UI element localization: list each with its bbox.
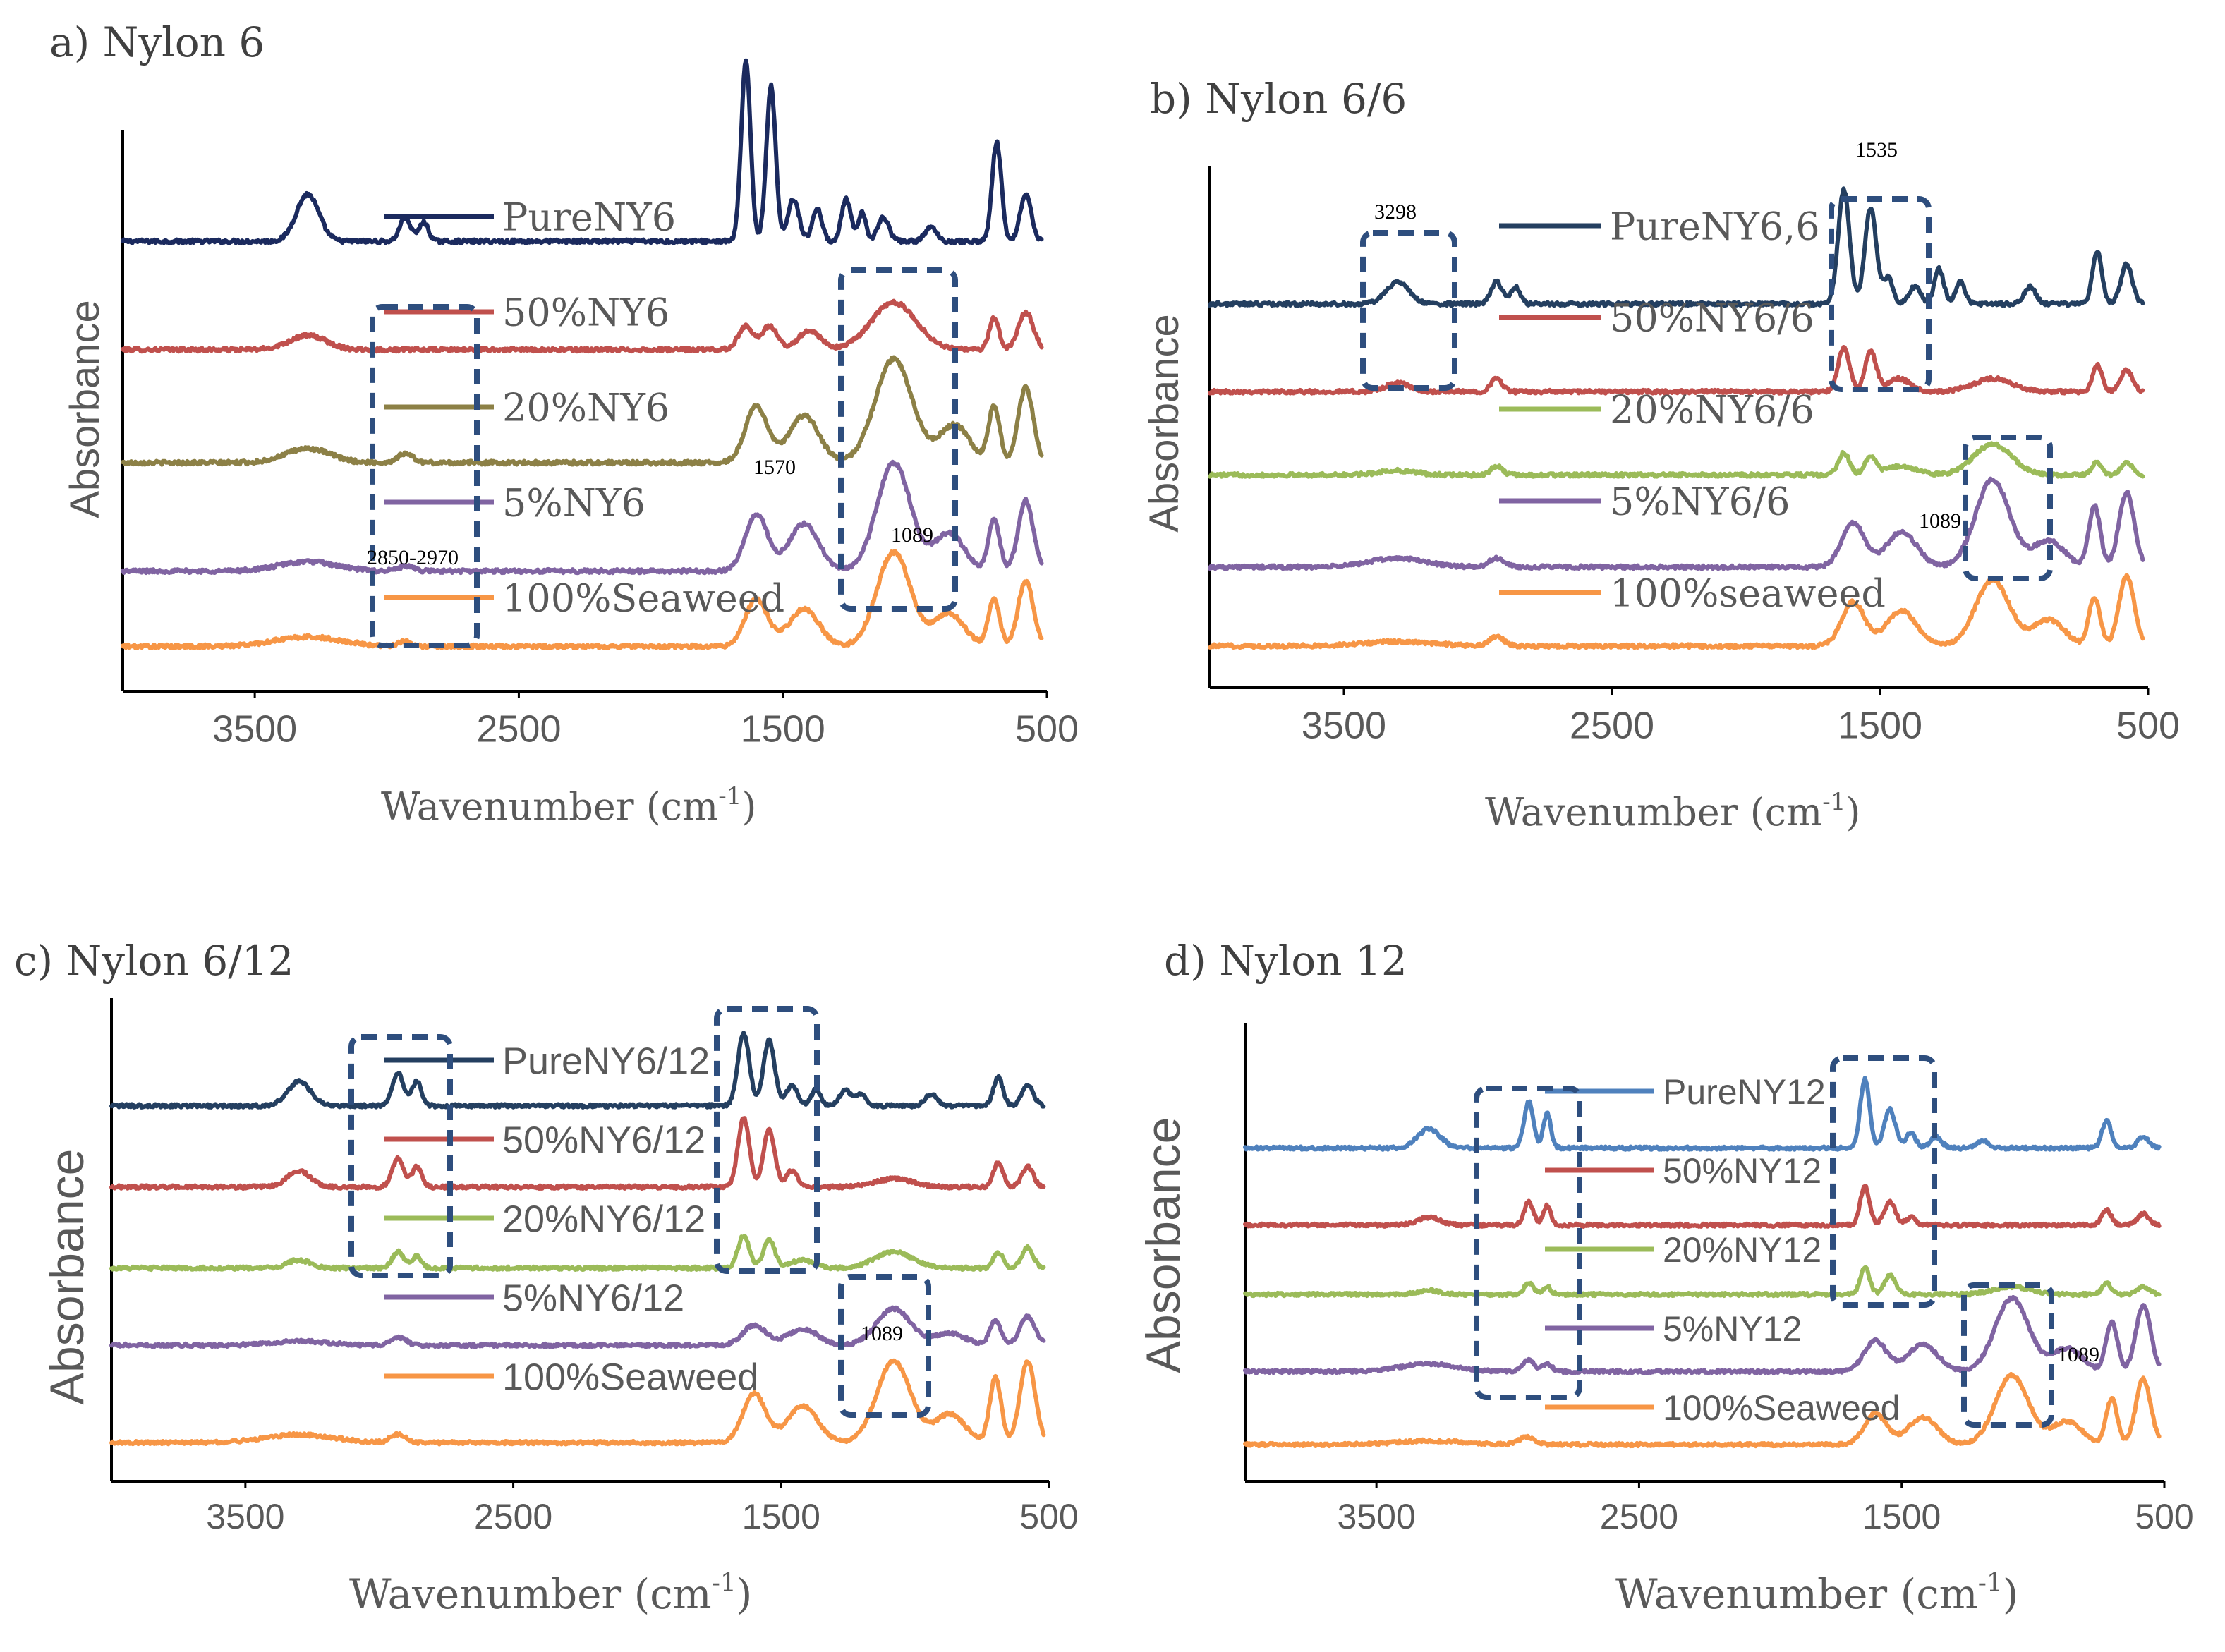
panel-d-highlight-1570 — [1830, 1055, 1937, 1308]
series-pureny12 — [1243, 1076, 2162, 1152]
panel-d-plot: 3500 2500 1500 500 PureNY12 50%NY12 20%NY12 5%N… — [1243, 1023, 2194, 1536]
legend-label: 20%NY6/6 — [1610, 387, 1814, 432]
panel-d-highlight-1089 — [1961, 1282, 2054, 1428]
legend-label: 20%NY6/12 — [502, 1198, 705, 1240]
panel-a-annot-1570: 1570 — [753, 456, 796, 479]
panel-c: c) Nylon 6/12 Absorbance 3500 2500 1500 500… — [14, 937, 1079, 1618]
x-tick-label: 500 — [2135, 1497, 2193, 1536]
legend-label: PureNY6 — [502, 195, 676, 239]
panel-d-highlight-2850-2920 — [1474, 1086, 1582, 1400]
x-tick-label: 500 — [2116, 704, 2180, 746]
panel-b-title: b) Nylon 6/6 — [1150, 75, 1407, 123]
panel-c-xlabel: Wavenumber (cm-1) — [349, 1569, 752, 1618]
legend-label: PureNY12 — [1663, 1072, 1826, 1112]
panel-c-highlight-1089 — [838, 1274, 931, 1418]
panel-d-title: d) Nylon 12 — [1164, 937, 1407, 985]
series-50-ny6 — [121, 298, 1044, 354]
series-pureny6-12 — [109, 1031, 1046, 1110]
x-tick-label: 3500 — [212, 707, 297, 750]
panel-a-plot: 3500 2500 1500 500 PureNY6 50%NY6 20%NY6 5%NY6 1… — [121, 58, 1079, 750]
panel-b: b) Nylon 6/6 Absorbance 3500 2500 1500 500 P… — [1141, 75, 2180, 834]
legend-label: 100%seaweed — [1610, 571, 1886, 615]
legend-label: 50%NY6/6 — [1610, 296, 1814, 340]
panel-d: d) Nylon 12 Absorbance 3500 2500 1500 500 Pu… — [1136, 937, 2194, 1618]
legend-label: 50%NY6/12 — [502, 1119, 705, 1161]
panel-d-xlabel: Wavenumber (cm-1) — [1615, 1569, 2018, 1618]
panel-b-highlight-1535 — [1829, 196, 1932, 392]
panel-a-highlight-2850-2970 — [370, 304, 480, 648]
panel-b-ylabel: Absorbance — [1141, 314, 1187, 533]
panel-c-plot: 3500 2500 1500 500 PureNY6/12 50%NY6/12 20%NY6… — [109, 998, 1079, 1536]
x-tick-label: 500 — [1015, 707, 1079, 750]
panel-a-highlight-1089 — [838, 267, 958, 612]
x-tick-label: 1500 — [1838, 704, 1922, 746]
series-pureny6-6 — [1208, 186, 2145, 308]
x-tick-label: 1500 — [1862, 1497, 1941, 1536]
series-5-ny6-12 — [109, 1305, 1046, 1349]
series-100-seaweed — [109, 1358, 1046, 1447]
legend-label: 100%Seaweed — [1663, 1388, 1900, 1428]
panel-c-title: c) Nylon 6/12 — [14, 937, 294, 985]
legend-label: 20%NY12 — [1663, 1230, 1821, 1270]
legend-label: 100%Seaweed — [502, 576, 784, 620]
series-20-ny12 — [1243, 1265, 2162, 1299]
panel-c-highlight-1570 — [714, 1006, 820, 1274]
panel-a-annot-2850-2970: 2850-2970 — [367, 546, 459, 569]
panel-c-ylabel: Absorbance — [40, 1149, 94, 1405]
series-20-ny6 — [121, 355, 1044, 467]
legend-label: PureNY6/12 — [502, 1040, 710, 1082]
series-50-ny12 — [1243, 1184, 2162, 1229]
series-100-seaweed — [121, 549, 1044, 650]
x-tick-label: 3500 — [206, 1497, 284, 1536]
legend-label: 5%NY6/12 — [502, 1277, 684, 1319]
x-tick-label: 500 — [1019, 1497, 1078, 1536]
series-5-ny12 — [1243, 1294, 2162, 1375]
panel-b-xlabel: Wavenumber (cm-1) — [1485, 788, 1860, 834]
legend-label: 5%NY6/6 — [1610, 479, 1790, 523]
panel-b-annot-1535: 1535 — [1855, 138, 1898, 162]
x-tick-label: 3500 — [1302, 704, 1386, 746]
panel-a-annot-1089: 1089 — [891, 523, 933, 547]
panel-c-annot-1089: 1089 — [861, 1322, 903, 1345]
panel-b-annot-3298: 3298 — [1374, 200, 1417, 224]
series-50-ny6-12 — [109, 1116, 1046, 1191]
legend-label: PureNY6,6 — [1610, 204, 1820, 248]
legend-label: 50%NY6 — [502, 290, 669, 334]
panel-a-title: a) Nylon 6 — [49, 18, 265, 66]
panel-d-annot-1089: 1089 — [2057, 1343, 2099, 1366]
series-50-ny6-6 — [1208, 345, 2145, 396]
panel-c-highlight-2850-2970 — [348, 1034, 453, 1278]
x-tick-label: 2500 — [1570, 704, 1654, 746]
panel-b-plot: 3500 2500 1500 500 PureNY6,6 50%NY6/6 20%NY6/6… — [1208, 166, 2180, 746]
panel-a-xlabel: Wavenumber (cm-1) — [381, 782, 756, 829]
series-5-ny6-6 — [1208, 476, 2145, 571]
legend-label: 20%NY6 — [502, 385, 669, 430]
series-5-ny6 — [121, 459, 1044, 576]
x-tick-label: 1500 — [742, 1497, 820, 1536]
panel-b-highlight-3298 — [1360, 230, 1457, 391]
x-tick-label: 3500 — [1338, 1497, 1416, 1536]
series-100-seaweed — [1243, 1371, 2162, 1449]
panel-a-ylabel: Absorbance — [62, 300, 108, 518]
panel-d-ylabel: Absorbance — [1136, 1117, 1190, 1373]
series-20-ny6-12 — [109, 1234, 1046, 1273]
panel-a: a) Nylon 6 Absorbance 3500 2500 1500 500 Pur… — [49, 18, 1079, 829]
x-tick-label: 2500 — [474, 1497, 552, 1536]
panel-b-annot-1089: 1089 — [1919, 509, 1961, 533]
series-20-ny6-6 — [1208, 441, 2145, 479]
legend-label: 5%NY6 — [502, 480, 645, 525]
x-tick-label: 2500 — [1600, 1497, 1678, 1536]
legend-label: 5%NY12 — [1663, 1309, 1802, 1349]
legend-label: 50%NY12 — [1663, 1151, 1821, 1191]
panel-b-highlight-1089 — [1963, 435, 2053, 581]
series-pureny6 — [121, 58, 1044, 245]
legend-label: 100%Seaweed — [502, 1356, 758, 1398]
x-tick-label: 1500 — [741, 707, 825, 750]
series-100-seaweed — [1208, 573, 2145, 650]
x-tick-label: 2500 — [476, 707, 561, 750]
